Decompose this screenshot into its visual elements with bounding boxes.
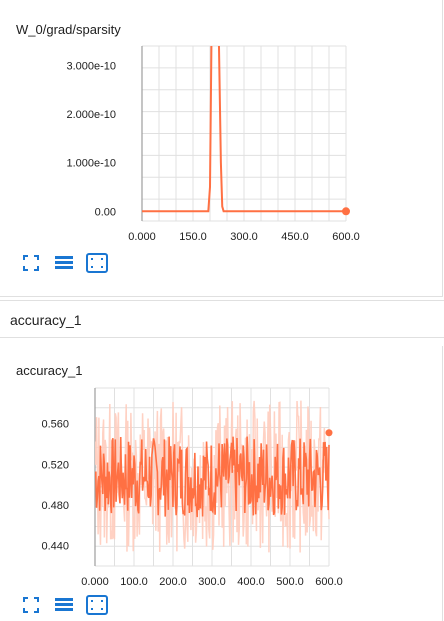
chart-card-accuracy: accuracy_1: [0, 346, 443, 621]
x-tick-label: 150.0: [179, 231, 207, 243]
x-tick-label: 600.0: [315, 576, 343, 588]
fit-domain-icon: [86, 595, 108, 615]
list-icon: [55, 598, 73, 611]
chart-card-sparsity: W_0/grad/sparsity: [0, 0, 443, 297]
x-tick-label: 100.0: [120, 576, 148, 588]
x-tick-label: 200.0: [159, 576, 187, 588]
y-tick-label: 0.00: [95, 206, 116, 218]
x-tick-label: 400.0: [237, 576, 265, 588]
fullscreen-button[interactable]: [22, 596, 44, 614]
chart-title: accuracy_1: [16, 363, 83, 378]
fullscreen-button[interactable]: [22, 254, 44, 272]
fullscreen-icon: [23, 597, 39, 613]
y-tick-label: 0.520: [41, 459, 69, 471]
y-tick-label: 1.000e-10: [66, 158, 116, 170]
x-tick-label: 500.0: [276, 576, 304, 588]
fullscreen-icon: [23, 255, 39, 271]
chart-title: W_0/grad/sparsity: [16, 22, 121, 37]
list-icon: [55, 256, 73, 269]
x-tick-label: 0.000: [128, 231, 156, 243]
y-tick-label: 2.000e-10: [66, 109, 116, 121]
fit-domain-button[interactable]: [86, 253, 108, 273]
smoothed-series-line: [95, 436, 330, 518]
y-tick-label: 0.560: [41, 419, 69, 431]
y-tick-label: 0.480: [41, 500, 69, 512]
x-tick-label: 0.000: [81, 576, 109, 588]
toggle-log-button[interactable]: [54, 596, 76, 614]
fit-domain-icon: [86, 253, 108, 273]
y-tick-label: 3.000e-10: [66, 60, 116, 72]
fit-domain-button[interactable]: [86, 595, 108, 615]
last-point-marker: [342, 207, 350, 216]
x-tick-label: 600.0: [332, 231, 360, 243]
toggle-log-button[interactable]: [54, 254, 76, 272]
x-tick-label: 450.0: [281, 231, 309, 243]
section-title: accuracy_1: [10, 312, 82, 328]
y-tick-label: 0.440: [41, 541, 69, 553]
series-line: [142, 46, 346, 213]
x-tick-label: 300.0: [230, 231, 258, 243]
section-header[interactable]: accuracy_1: [0, 300, 444, 338]
last-point-marker: [325, 429, 333, 437]
sparsity-chart: 0.00 1.000e-10 2.000e-10 3.000e-10 0.000 150.…: [66, 45, 360, 243]
x-tick-label: 300.0: [198, 576, 226, 588]
